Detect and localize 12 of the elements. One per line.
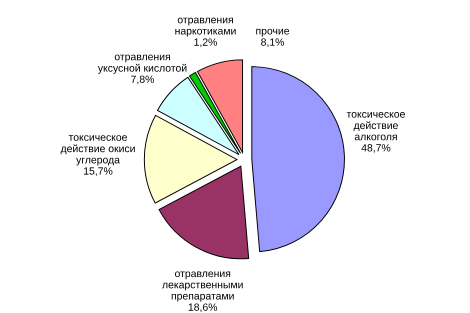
data-label: 7,8% xyxy=(131,76,154,84)
data-label: 18,6% xyxy=(188,303,218,312)
slice-label: токсическое действие окиси углерода xyxy=(60,135,135,166)
slice-label: прочие xyxy=(256,28,290,37)
slice-label: токсическое действие алкоголя xyxy=(346,112,405,140)
data-label: 1,2% xyxy=(194,38,217,48)
slice-label: отравления наркотиками xyxy=(175,18,236,37)
data-label: 8,1% xyxy=(261,38,284,47)
data-label: 15,7% xyxy=(84,167,112,176)
data-label: 48,7% xyxy=(361,144,390,153)
slice-label: отравления уксусной кислотой xyxy=(98,54,186,74)
slice-label: отравления лекарственными препаратами xyxy=(162,271,243,302)
